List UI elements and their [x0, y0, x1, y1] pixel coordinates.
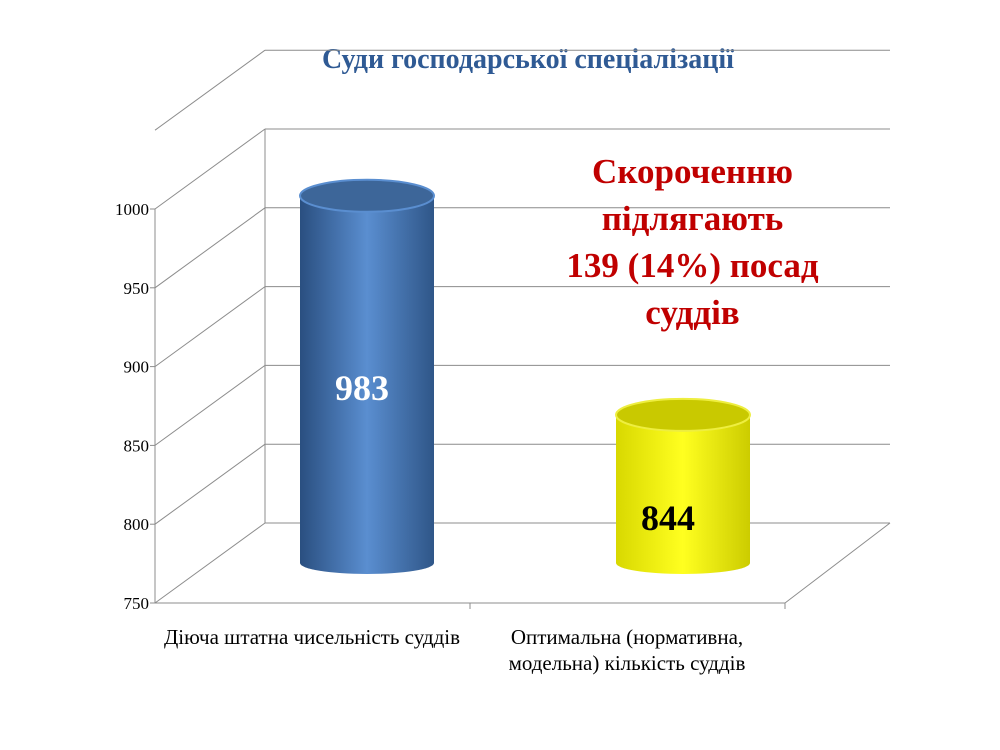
annotation-line-2: підлягають	[601, 199, 784, 238]
floor-right-edge	[784, 522, 891, 604]
gridline-side	[154, 443, 266, 525]
y-tick-label: 800	[124, 515, 150, 534]
gridline-side	[154, 286, 266, 368]
y-tick-label: 950	[124, 279, 150, 298]
data-label: 844	[641, 498, 695, 538]
y-tick-label: 1000	[115, 200, 149, 219]
y-tick-label: 900	[124, 358, 150, 377]
bar-top	[299, 178, 435, 213]
annotation-line-3: 139 (14%) посад	[566, 246, 819, 285]
y-tick-label: 850	[124, 436, 150, 455]
chart-title: Суди господарської спеціалізації	[322, 44, 734, 75]
bar-body	[300, 195, 434, 564]
annotation-line-1: Скороченню	[592, 152, 793, 191]
category-label-2: Оптимальна (нормативна, модельна) кількі…	[508, 625, 746, 675]
gridline-side	[154, 128, 266, 210]
bar-body	[616, 414, 750, 563]
bar-2: 844	[615, 397, 751, 574]
gridline-side	[154, 522, 266, 604]
annotation-line-4: суддів	[645, 293, 740, 332]
reduction-annotation: Скороченню підлягають 139 (14%) посад су…	[520, 148, 865, 336]
gridline-side	[154, 207, 266, 289]
y-tick-label: 750	[124, 594, 150, 613]
bar-top	[615, 397, 751, 432]
gridline-side	[154, 49, 266, 131]
bar-1: 983	[299, 178, 435, 574]
data-label: 983	[335, 368, 389, 408]
gridline-side	[154, 364, 266, 446]
category-label-1: Діюча штатна чисельність суддів	[163, 625, 461, 649]
